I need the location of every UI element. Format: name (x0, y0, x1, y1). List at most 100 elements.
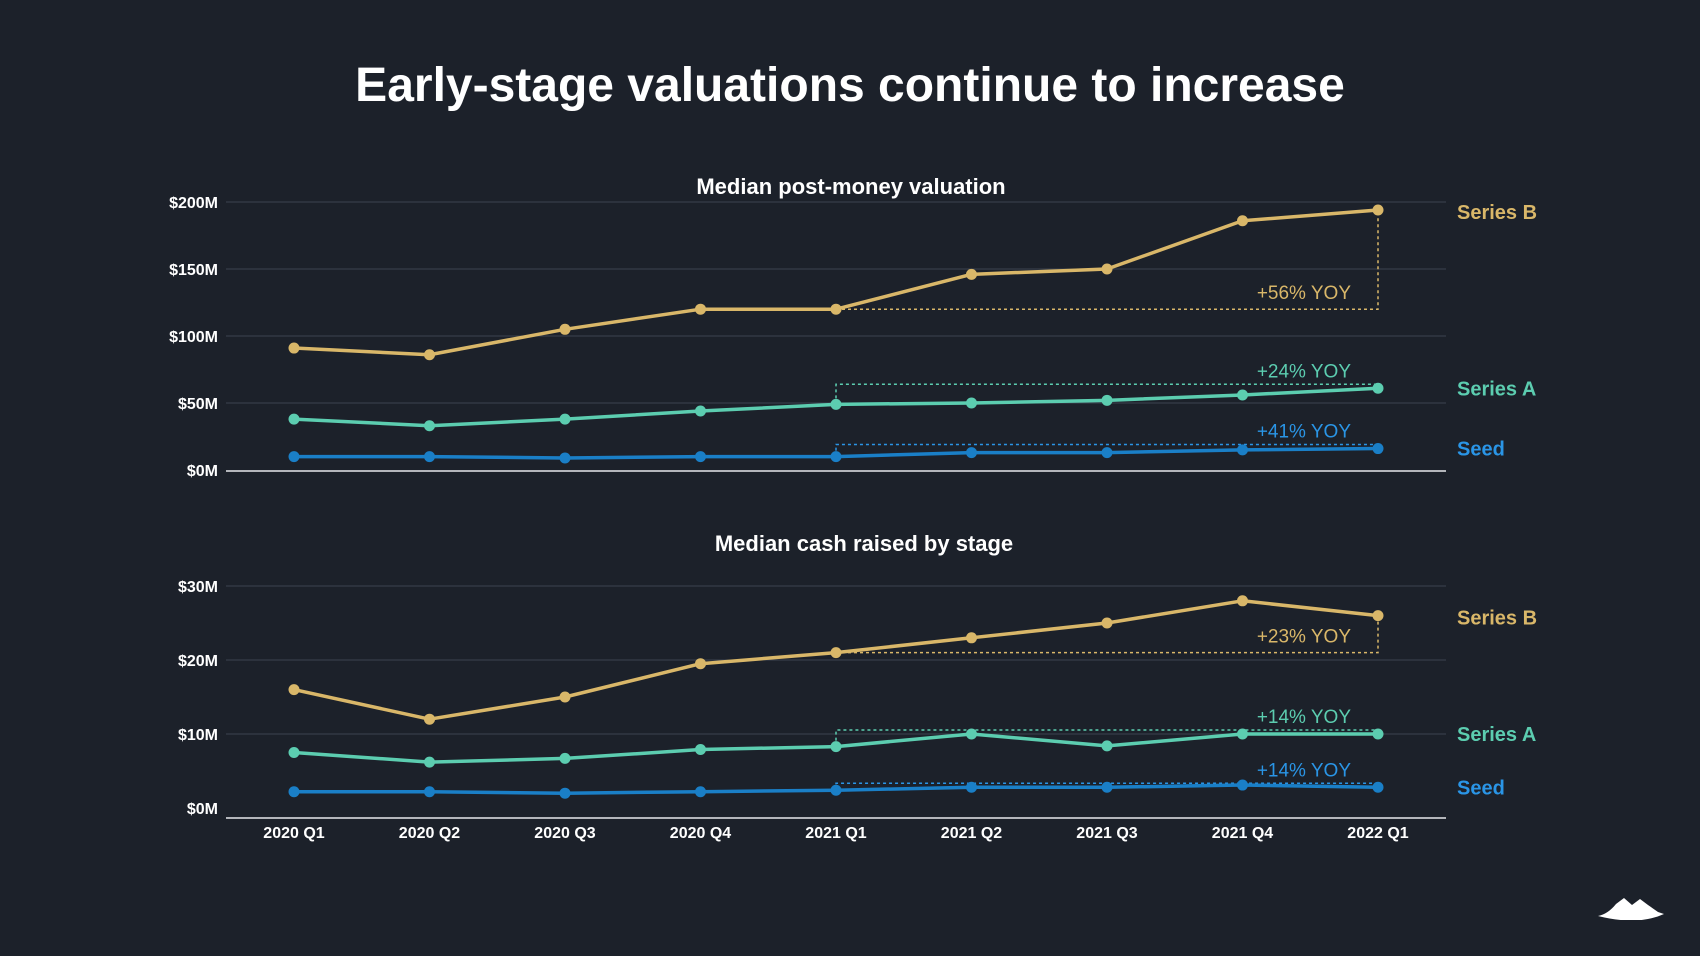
data-point (1101, 781, 1113, 793)
data-point (559, 323, 571, 335)
data-point (424, 786, 435, 798)
data-point (695, 658, 706, 670)
yoy-label: +23% YOY (1257, 627, 1352, 648)
data-point (288, 684, 300, 696)
data-point (830, 741, 842, 753)
series-label-series_a: Series A (1457, 724, 1536, 746)
yoy-label: +14% YOY (1257, 707, 1352, 728)
data-point (1372, 443, 1384, 455)
y-tick-label: $20M (178, 653, 218, 670)
yoy-bracket (836, 615, 1379, 654)
data-point (288, 451, 300, 463)
data-point (288, 413, 300, 425)
data-point (559, 452, 571, 464)
data-point (1372, 382, 1384, 394)
data-point (966, 447, 977, 459)
data-point (424, 420, 435, 432)
data-point (966, 632, 977, 644)
data-point (695, 744, 706, 756)
data-point (830, 647, 842, 659)
data-point (1237, 779, 1248, 791)
series-series_a: Series A (288, 378, 1536, 432)
page-title: Early-stage valuations continue to incre… (355, 59, 1345, 112)
chart-panel-2: Median cash raised by stage $0M $10M $20M $3… (178, 531, 1537, 842)
data-point (1237, 728, 1248, 740)
series-series_b: Series B (288, 202, 1537, 361)
data-point (1372, 728, 1384, 740)
y-tick-label: $50M (178, 396, 218, 413)
y-tick-label: $100M (169, 329, 218, 346)
data-point (1372, 204, 1384, 216)
data-point (1101, 740, 1113, 752)
data-point (695, 303, 706, 315)
data-point (424, 349, 435, 361)
data-point (1101, 263, 1113, 275)
y-tick-label: $200M (169, 195, 218, 212)
data-point (1237, 595, 1248, 607)
yoy-bracket (836, 210, 1379, 310)
data-point (288, 786, 300, 798)
data-point (830, 784, 842, 796)
data-point (559, 691, 571, 703)
data-point (559, 413, 571, 425)
series-label-series_b: Series B (1457, 202, 1537, 224)
series-seed: Seed (288, 439, 1505, 464)
data-point (1101, 617, 1113, 629)
series-label-series_b: Series B (1457, 608, 1537, 630)
y-tick-label: $150M (169, 262, 218, 279)
data-point (695, 451, 706, 463)
x-tick-label: 2022 Q1 (1347, 825, 1408, 842)
y-tick-label: $0M (187, 801, 218, 818)
data-point (830, 303, 842, 315)
yoy-bracket (835, 443, 1379, 457)
data-point (1237, 444, 1248, 456)
x-tick-label: 2021 Q3 (1076, 825, 1137, 842)
x-tick-label: 2020 Q3 (534, 825, 595, 842)
x-tick-label: 2021 Q4 (1212, 825, 1273, 842)
series-label-seed: Seed (1457, 439, 1505, 461)
series-seed: Seed (288, 777, 1505, 799)
data-point (424, 756, 435, 768)
yoy-annotation-series_b: +56% YOY (836, 210, 1379, 310)
y-tick-label: $30M (178, 579, 218, 596)
data-point (1372, 781, 1384, 793)
data-point (1101, 447, 1113, 459)
x-tick-label: 2020 Q4 (670, 825, 731, 842)
x-tick-label: 2021 Q2 (941, 825, 1002, 842)
y-tick-label: $10M (178, 727, 218, 744)
data-point (424, 713, 435, 725)
data-point (695, 786, 706, 798)
data-point (966, 728, 977, 740)
yoy-annotation-seed: +41% YOY (835, 422, 1379, 457)
brand-logo (1598, 898, 1664, 920)
y-tick-label: $0M (187, 463, 218, 480)
series-series_b: Series B (288, 595, 1537, 725)
data-point (288, 342, 300, 354)
data-point (966, 268, 977, 280)
yoy-annotation-series_b: +23% YOY (836, 615, 1379, 654)
x-tick-label: 2021 Q1 (805, 825, 866, 842)
data-point (966, 397, 977, 409)
x-tick-label: 2020 Q2 (399, 825, 460, 842)
data-point (559, 787, 571, 799)
yoy-label: +24% YOY (1257, 361, 1352, 382)
data-point (1237, 389, 1248, 401)
series-label-seed: Seed (1457, 777, 1505, 799)
series-series_a: Series A (288, 724, 1536, 768)
series-line (292, 208, 1380, 357)
data-point (830, 398, 842, 410)
chart-title: Median cash raised by stage (715, 531, 1013, 556)
data-point (424, 451, 435, 463)
data-point (559, 752, 571, 764)
data-point (830, 451, 842, 463)
yoy-label: +41% YOY (1257, 422, 1352, 443)
data-point (1101, 394, 1113, 406)
data-point (966, 781, 977, 793)
series-label-series_a: Series A (1457, 378, 1536, 400)
yoy-label: +56% YOY (1257, 283, 1352, 304)
chart-title: Median post-money valuation (696, 174, 1005, 199)
x-tick-label: 2020 Q1 (263, 825, 324, 842)
yoy-label: +14% YOY (1257, 760, 1352, 781)
data-point (1237, 215, 1248, 227)
